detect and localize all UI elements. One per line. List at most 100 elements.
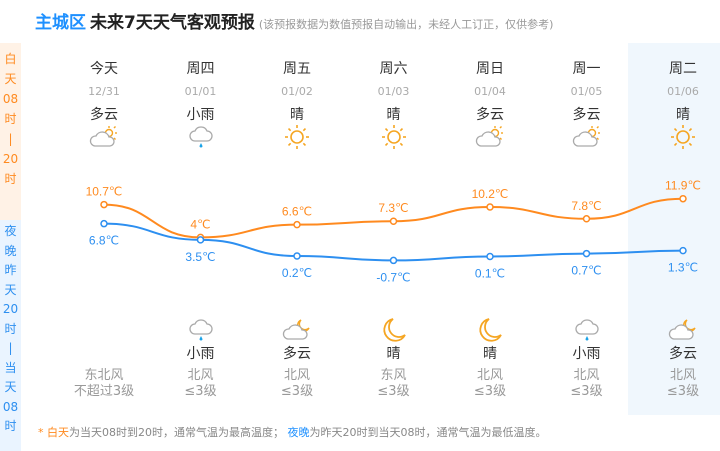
night-label-char: 昨 <box>4 263 17 277</box>
cloudy-moon-icon <box>249 317 345 343</box>
selected-day-highlight <box>628 43 720 415</box>
low-temp-label: 0.2℃ <box>282 266 312 280</box>
night-label-char: 时 <box>4 321 17 336</box>
wind-direction: 北风 <box>476 368 503 383</box>
footnote-day: 白天 <box>47 426 69 439</box>
moon-icon <box>346 317 442 343</box>
wind-level: ≤3级 <box>280 384 314 399</box>
low-temp-point <box>196 236 205 244</box>
night-label-char: 08 <box>2 399 19 414</box>
night-label: 夜晚昨天 20 时 | 当天 08 时 <box>0 220 21 451</box>
date-label: 01/06 <box>667 85 699 98</box>
day-label: 白天 08 时 | 20 时 <box>0 43 21 220</box>
night-label-char: 时 <box>4 419 17 433</box>
low-temp-point <box>293 252 301 260</box>
wind-info: 东北风 不超过3级 <box>56 368 152 400</box>
day-label-char: 时 <box>4 112 17 126</box>
day-weather-label: 晴 <box>290 107 304 123</box>
date-label: 01/02 <box>281 85 313 98</box>
page-title: 主城区 未来7天天气客观预报 (该预报数据为数值预报自动输出，未经人工订正，仅供参考… <box>35 8 553 33</box>
low-temp-point <box>582 249 591 258</box>
weekday-label: 今天 <box>90 61 118 77</box>
day-label-char: | <box>8 132 13 146</box>
wind-info: 北风 ≤3级 <box>635 368 720 400</box>
low-temp-point <box>389 256 398 265</box>
high-temp-point <box>389 217 398 225</box>
light-rain-icon <box>153 317 249 343</box>
wind-info: 东风 ≤3级 <box>346 368 442 400</box>
high-temp-point <box>582 215 591 223</box>
night-weather-label: 小雨 <box>572 346 601 362</box>
high-temp-label: 11.9℃ <box>665 179 701 193</box>
day-label-char: 天 <box>4 72 17 86</box>
high-temp-label: 7.8℃ <box>571 199 601 213</box>
date-label: 01/03 <box>377 85 410 98</box>
low-temp-label: 6.8℃ <box>89 234 119 248</box>
wind-direction: 东北风 <box>84 368 124 383</box>
low-temp-point <box>486 252 494 261</box>
sun-icon <box>635 124 720 150</box>
wind-direction: 东风 <box>380 368 407 383</box>
weekday-label: 周二 <box>669 61 697 77</box>
wind-direction: 北风 <box>573 368 600 383</box>
day-label-char: 08 <box>2 92 19 106</box>
night-weather-label: 多云 <box>669 346 697 362</box>
low-temp-label: 1.3℃ <box>668 261 698 275</box>
low-temp-point <box>679 246 687 255</box>
day-weather-label: 多云 <box>476 107 504 123</box>
night-label-char: 20 <box>2 302 19 316</box>
wind-info: 北风 ≤3级 <box>539 368 635 400</box>
footnote-day-text: 为当天08时到20时，通常气温为最高温度； <box>69 426 284 439</box>
high-temp-label: 7.3℃ <box>378 201 408 215</box>
forecast-title: 未来7天天气客观预报 <box>90 13 255 33</box>
high-temp-label: 6.6℃ <box>282 205 312 219</box>
night-label-char: 天 <box>4 380 17 394</box>
high-temp-point <box>486 203 494 211</box>
day-label-char: 时 <box>4 172 17 186</box>
date-label: 01/04 <box>474 85 506 98</box>
wind-level: ≤3级 <box>666 384 700 399</box>
date-label: 01/01 <box>184 85 217 98</box>
day-weather-label: 小雨 <box>186 107 215 123</box>
weekday-label: 周一 <box>572 61 601 77</box>
night-weather-label: 多云 <box>283 346 311 362</box>
sun-icon <box>249 124 345 150</box>
day-label-char: 20 <box>2 152 19 166</box>
wind-direction: 北风 <box>669 368 696 383</box>
cloudy-sun-icon <box>56 124 152 150</box>
night-label-char: 夜 <box>4 224 17 238</box>
night-weather-label: 晴 <box>386 346 401 362</box>
cloudy-sun-icon <box>539 124 635 150</box>
night-weather-label: 晴 <box>483 346 497 362</box>
low-temp-label: 0.7℃ <box>571 264 601 278</box>
day-weather-label: 晴 <box>386 107 401 123</box>
footnote-night: 夜晚 <box>287 426 310 439</box>
high-temp-point <box>679 194 687 203</box>
low-temp-label: 0.1℃ <box>475 267 505 281</box>
wind-info: 北风 ≤3级 <box>153 368 249 400</box>
wind-level: ≤3级 <box>473 384 507 399</box>
wind-direction: 北风 <box>187 368 214 383</box>
day-weather-label: 多云 <box>90 107 118 123</box>
moon-icon <box>442 317 538 343</box>
high-temp-label: 4℃ <box>190 217 210 231</box>
night-label-char: | <box>8 341 13 355</box>
sun-icon <box>346 124 442 150</box>
day-label-char: 白 <box>4 52 17 66</box>
high-temp-point <box>100 200 108 209</box>
high-temp-label: 10.2℃ <box>472 187 509 201</box>
day-weather-label: 晴 <box>676 107 690 123</box>
city-name: 主城区 <box>35 13 86 33</box>
night-weather-label: 小雨 <box>186 346 215 362</box>
footnote: * 白天为当天08时到20时，通常气温为最高温度； 夜晚为昨天20时到当天08时… <box>38 424 547 440</box>
weekday-label: 周六 <box>379 61 408 77</box>
cloudy-sun-icon <box>442 124 538 150</box>
low-temp-label: 3.5℃ <box>185 250 215 264</box>
footnote-star: * <box>38 426 47 439</box>
date-label: 01/05 <box>570 85 603 98</box>
disclaimer: (该预报数据为数值预报自动输出，未经人工订正，仅供参考) <box>258 18 554 31</box>
night-label-char: 晚 <box>4 243 17 258</box>
wind-direction: 北风 <box>283 368 310 383</box>
wind-info: 北风 ≤3级 <box>249 368 345 400</box>
